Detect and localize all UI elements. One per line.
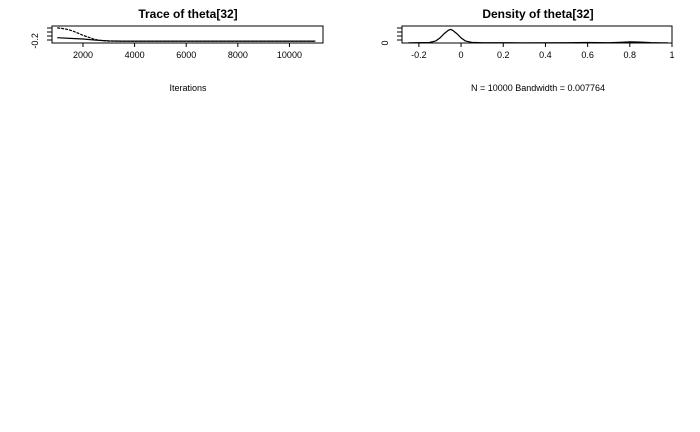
density-series: [408, 28, 668, 44]
trace-plot-box: [51, 25, 324, 44]
trace-title: Trace of theta[32]: [138, 7, 237, 21]
trace-series-line: [57, 27, 316, 42]
density-x-tick-label: 0.2: [497, 50, 510, 60]
trace-xlabel: Iterations: [169, 83, 207, 93]
trace-y-tick-label: -0.2: [30, 33, 40, 49]
density-x-tick-label: 0.8: [624, 50, 637, 60]
trace-x-tick-label: 4000: [125, 50, 145, 60]
density-xlabel: N = 10000 Bandwidth = 0.007764: [471, 83, 605, 93]
trace-y-axis: -0.2: [30, 27, 52, 49]
density-x-tick-label: 1: [669, 50, 674, 60]
density-x-tick-label: 0.4: [539, 50, 552, 60]
trace-series-line: [57, 37, 316, 42]
density-series-line: [408, 28, 668, 44]
density-panel: Density of theta[32] -0.2 0 0.2 0.4 0.6 0.8 1 …: [380, 7, 675, 93]
trace-x-axis: 2000 4000 6000 8000 10000: [73, 43, 302, 60]
density-y-tick-label: 0: [380, 40, 390, 45]
trace-panel: Trace of theta[32] 2000 4000 6000 8000 10000…: [30, 7, 324, 93]
trace-series: [57, 27, 316, 42]
density-x-tick-label: -0.2: [411, 50, 427, 60]
density-x-tick-label: 0: [459, 50, 464, 60]
density-x-tick-label: 0.6: [581, 50, 594, 60]
trace-x-tick-label: 10000: [277, 50, 302, 60]
trace-x-tick-label: 2000: [73, 50, 93, 60]
trace-x-tick-label: 6000: [176, 50, 196, 60]
density-x-axis: -0.2 0 0.2 0.4 0.6 0.8 1: [411, 43, 675, 60]
density-y-axis: 0: [380, 27, 402, 46]
density-title: Density of theta[32]: [482, 7, 593, 21]
trace-x-tick-label: 8000: [228, 50, 248, 60]
